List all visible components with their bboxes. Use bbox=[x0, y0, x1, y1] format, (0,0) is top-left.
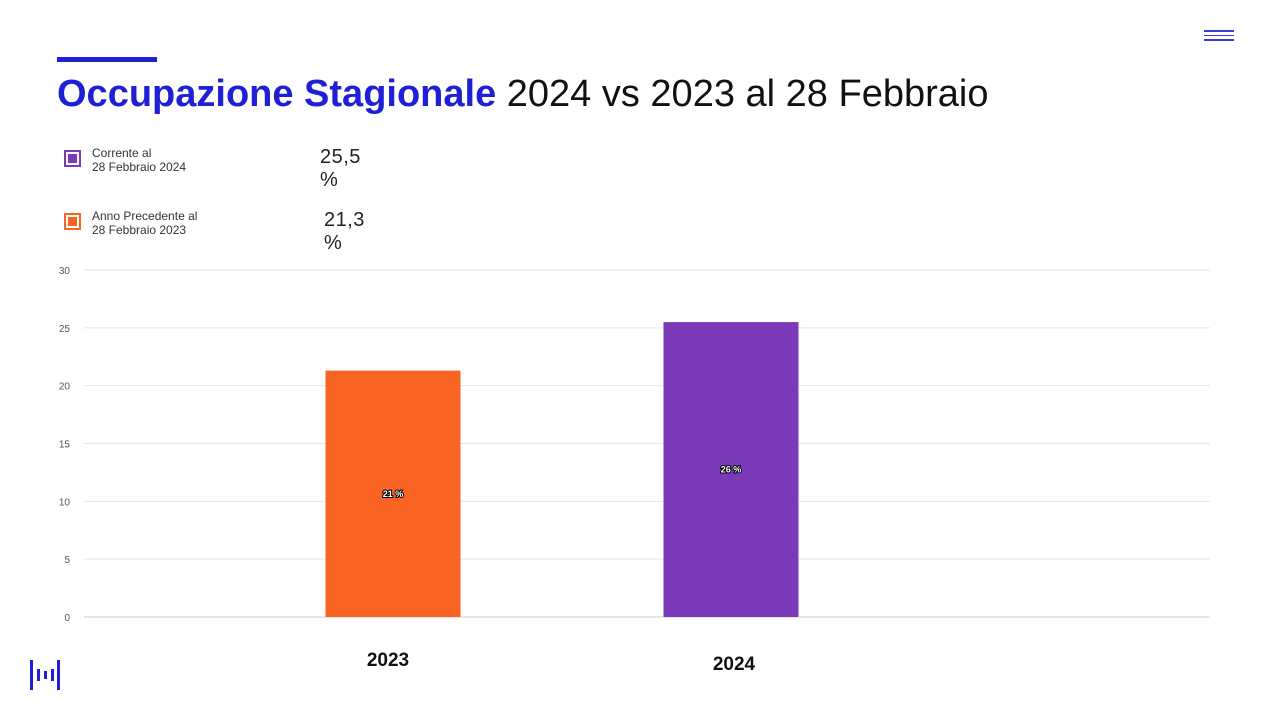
legend-label-current: Corrente al 28 Febbraio 2024 bbox=[92, 146, 187, 174]
data-label-2023: 21 % bbox=[383, 489, 404, 499]
legend-value-previous: 21,3 % bbox=[324, 209, 365, 254]
y-tick-label: 20 bbox=[59, 382, 71, 393]
x-category-label-2024: 2024 bbox=[713, 654, 756, 675]
bar-2024 bbox=[663, 322, 799, 617]
legend-swatch-previous bbox=[64, 213, 81, 230]
y-tick-label: 25 bbox=[59, 324, 71, 335]
brand-bars-logo-icon bbox=[30, 660, 60, 690]
data-label-2024: 26 % bbox=[721, 465, 742, 475]
y-tick-label: 15 bbox=[59, 440, 71, 451]
title-accent-bar bbox=[57, 57, 157, 62]
page-title-rest: 2024 vs 2023 al 28 Febbraio bbox=[496, 73, 989, 115]
x-category-label-2023: 2023 bbox=[367, 650, 409, 671]
page-title: Occupazione Stagionale 2024 vs 2023 al 2… bbox=[57, 70, 988, 118]
y-tick-label: 0 bbox=[64, 613, 70, 624]
y-tick-label: 10 bbox=[59, 497, 71, 508]
legend-value-current: 25,5 % bbox=[320, 146, 361, 191]
page-title-bold: Occupazione Stagionale bbox=[57, 73, 497, 115]
y-tick-label: 30 bbox=[59, 266, 71, 277]
legend-swatch-current bbox=[64, 150, 81, 167]
bar-2023 bbox=[325, 370, 461, 617]
legend-label-previous: Anno Precedente al 28 Febbraio 2023 bbox=[92, 209, 198, 237]
y-tick-label: 5 bbox=[64, 555, 70, 566]
hamburger-menu-icon[interactable] bbox=[1204, 30, 1234, 42]
